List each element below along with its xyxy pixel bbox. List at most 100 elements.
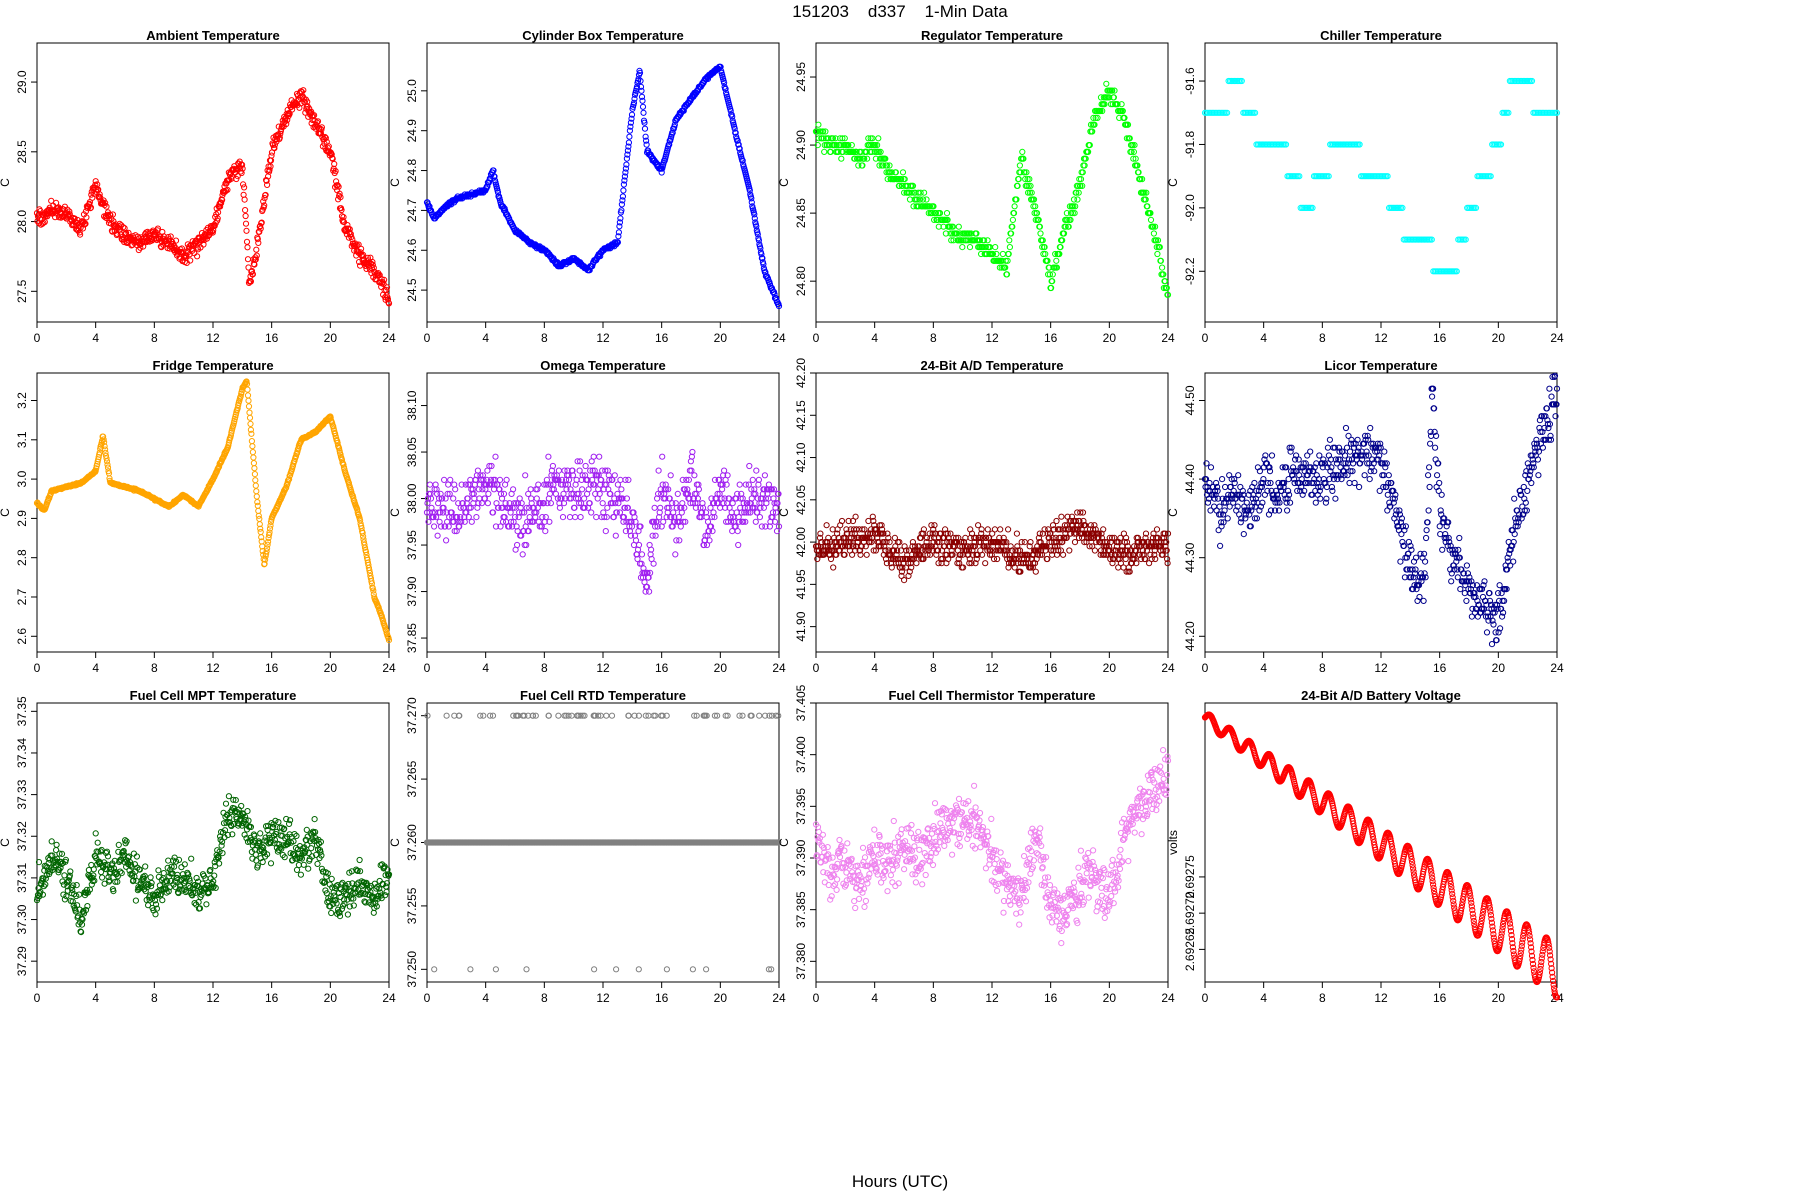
y-tick-label: 24.6 xyxy=(405,238,419,262)
data-point xyxy=(852,513,859,520)
data-point xyxy=(158,238,165,245)
data-point xyxy=(876,162,883,169)
data-point xyxy=(771,291,778,298)
data-point xyxy=(484,183,491,190)
panel-title: Omega Temperature xyxy=(540,358,665,373)
data-point xyxy=(1217,542,1224,550)
data-point xyxy=(253,252,260,259)
data-point xyxy=(618,207,625,214)
data-point xyxy=(44,213,51,220)
y-tick-label: 42.00 xyxy=(794,527,808,557)
data-point xyxy=(1342,424,1350,432)
data-point xyxy=(431,523,438,530)
data-point xyxy=(617,215,624,222)
data-point xyxy=(624,147,632,154)
data-point xyxy=(245,264,252,271)
data-point xyxy=(901,176,908,183)
data-point xyxy=(1312,499,1319,506)
data-point xyxy=(468,518,475,525)
data-point xyxy=(242,220,250,227)
x-tick-label: 12 xyxy=(206,331,220,345)
data-point xyxy=(618,201,626,208)
data-point xyxy=(818,135,826,142)
data-point xyxy=(871,148,878,155)
data-point xyxy=(257,528,264,536)
data-point xyxy=(1295,456,1302,463)
data-point xyxy=(641,125,649,132)
data-point xyxy=(109,211,117,218)
x-tick-label: 12 xyxy=(1374,661,1388,675)
data-point xyxy=(896,182,903,189)
plot-frame xyxy=(815,42,1169,323)
data-point xyxy=(261,202,268,209)
data-point xyxy=(492,453,499,460)
data-point xyxy=(838,155,845,162)
data-point xyxy=(837,135,844,142)
data-point xyxy=(576,467,583,474)
y-tick-label: 24.85 xyxy=(794,198,808,228)
data-point xyxy=(943,210,951,217)
data-point xyxy=(490,167,497,174)
y-tick-label: 24.8 xyxy=(405,159,419,183)
data-point xyxy=(616,223,623,230)
data-point xyxy=(92,178,99,185)
data-point xyxy=(338,206,345,214)
data-point xyxy=(866,142,873,149)
data-point xyxy=(364,254,371,261)
data-point xyxy=(250,460,257,467)
data-point xyxy=(1222,483,1229,491)
data-point xyxy=(666,141,673,148)
data-point xyxy=(735,541,742,549)
data-point xyxy=(622,165,630,172)
data-point xyxy=(984,526,991,533)
data-point xyxy=(761,472,769,479)
data-point xyxy=(1147,216,1155,223)
x-tick-label: 0 xyxy=(813,331,820,345)
data-point xyxy=(340,219,348,226)
data-point xyxy=(1332,495,1339,502)
data-point xyxy=(867,148,874,155)
data-point xyxy=(251,471,258,478)
x-tick-label: 24 xyxy=(382,661,396,675)
data-point xyxy=(154,225,161,232)
data-point xyxy=(628,115,635,122)
data-point xyxy=(829,135,837,142)
data-point xyxy=(286,110,293,118)
data-point xyxy=(674,490,681,497)
data-point xyxy=(758,251,765,258)
data-point xyxy=(337,194,344,201)
data-point xyxy=(1324,444,1332,451)
x-tick-label: 24 xyxy=(1161,331,1175,345)
x-tick-label: 20 xyxy=(1492,331,1506,345)
data-point xyxy=(249,449,256,456)
y-tick-label: 37.90 xyxy=(405,576,419,606)
data-point xyxy=(624,151,631,158)
data-point xyxy=(1159,264,1166,271)
data-point xyxy=(855,162,862,169)
data-point xyxy=(522,472,529,479)
data-point xyxy=(775,303,783,310)
data-point xyxy=(547,500,555,507)
data-point xyxy=(283,120,290,128)
data-point xyxy=(582,462,589,470)
y-tick-label: 28.0 xyxy=(15,210,29,234)
data-point xyxy=(359,253,366,260)
data-point xyxy=(615,233,622,240)
data-point xyxy=(843,148,850,155)
data-point xyxy=(669,129,676,136)
data-point xyxy=(868,148,875,155)
data-point xyxy=(336,190,343,197)
y-tick-label: 42.10 xyxy=(794,442,808,472)
x-tick-label: 16 xyxy=(265,661,279,675)
data-point xyxy=(736,481,743,488)
data-point xyxy=(651,504,658,511)
y-tick-label: 44.20 xyxy=(1183,621,1197,651)
data-point xyxy=(178,245,185,252)
x-tick-label: 16 xyxy=(1433,661,1447,675)
data-point xyxy=(250,454,257,461)
data-point xyxy=(616,219,624,226)
data-point xyxy=(252,482,259,489)
data-point xyxy=(627,119,635,126)
data-point xyxy=(566,514,574,521)
data-point xyxy=(545,453,552,460)
